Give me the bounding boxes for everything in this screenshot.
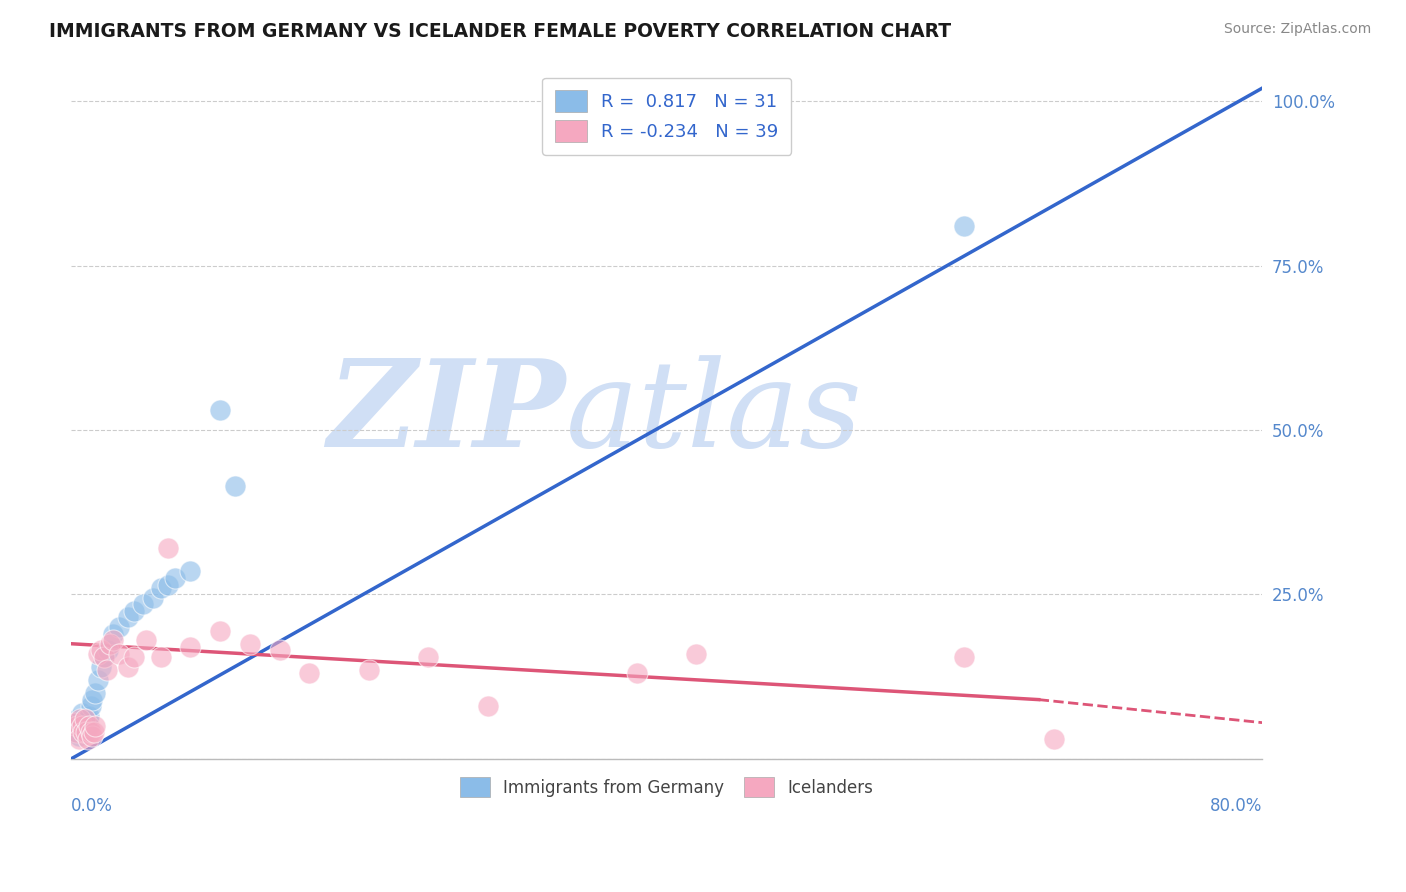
Point: [156, 577, 179, 591]
Point: [79, 699, 101, 714]
Point: [953, 649, 976, 664]
Point: [73, 725, 96, 739]
Point: [69, 712, 91, 726]
Point: [75, 725, 97, 739]
Point: [122, 649, 145, 664]
Point: [90, 659, 112, 673]
Legend: Immigrants from Germany, Icelanders: Immigrants from Germany, Icelanders: [449, 765, 884, 809]
Point: [122, 604, 145, 618]
Point: [77, 709, 100, 723]
Point: [69, 719, 91, 733]
Point: [83, 725, 105, 739]
Point: [156, 541, 179, 556]
Point: [165, 571, 187, 585]
Point: [135, 633, 157, 648]
Point: [93, 649, 115, 664]
Point: [87, 673, 110, 687]
Point: [101, 633, 124, 648]
Point: [72, 715, 94, 730]
Point: [67, 732, 90, 747]
Point: [84, 719, 107, 733]
Point: [209, 403, 232, 417]
Text: 80.0%: 80.0%: [1209, 797, 1263, 814]
Point: [626, 666, 648, 681]
Point: [298, 666, 321, 681]
Point: [67, 729, 90, 743]
Point: [131, 597, 153, 611]
Point: [98, 637, 121, 651]
Point: [179, 640, 201, 654]
Point: [66, 712, 89, 726]
Point: [117, 659, 139, 673]
Point: [75, 722, 97, 736]
Point: [90, 643, 112, 657]
Text: 0.0%: 0.0%: [72, 797, 112, 814]
Point: [76, 732, 98, 747]
Point: [97, 643, 120, 657]
Point: [93, 649, 115, 664]
Point: [66, 719, 89, 733]
Point: [77, 719, 100, 733]
Point: [65, 725, 87, 739]
Point: [80, 729, 103, 743]
Point: [72, 725, 94, 739]
Point: [1042, 732, 1064, 747]
Point: [418, 649, 440, 664]
Point: [209, 624, 232, 638]
Point: [70, 706, 93, 720]
Point: [101, 627, 124, 641]
Point: [65, 725, 87, 739]
Point: [179, 565, 201, 579]
Text: ZIP: ZIP: [328, 354, 565, 473]
Point: [269, 643, 291, 657]
Point: [108, 647, 131, 661]
Point: [84, 686, 107, 700]
Point: [142, 591, 165, 605]
Point: [685, 647, 707, 661]
Point: [953, 219, 976, 234]
Point: [357, 663, 380, 677]
Point: [87, 647, 110, 661]
Text: Source: ZipAtlas.com: Source: ZipAtlas.com: [1223, 22, 1371, 37]
Point: [79, 725, 101, 739]
Point: [73, 712, 96, 726]
Text: atlas: atlas: [565, 355, 862, 473]
Point: [149, 649, 172, 664]
Point: [96, 663, 118, 677]
Point: [477, 699, 499, 714]
Point: [63, 715, 86, 730]
Point: [108, 620, 131, 634]
Point: [224, 479, 246, 493]
Point: [149, 581, 172, 595]
Point: [117, 610, 139, 624]
Point: [63, 715, 86, 730]
Point: [76, 712, 98, 726]
Text: IMMIGRANTS FROM GERMANY VS ICELANDER FEMALE POVERTY CORRELATION CHART: IMMIGRANTS FROM GERMANY VS ICELANDER FEM…: [49, 22, 952, 41]
Point: [70, 719, 93, 733]
Point: [80, 692, 103, 706]
Point: [239, 637, 262, 651]
